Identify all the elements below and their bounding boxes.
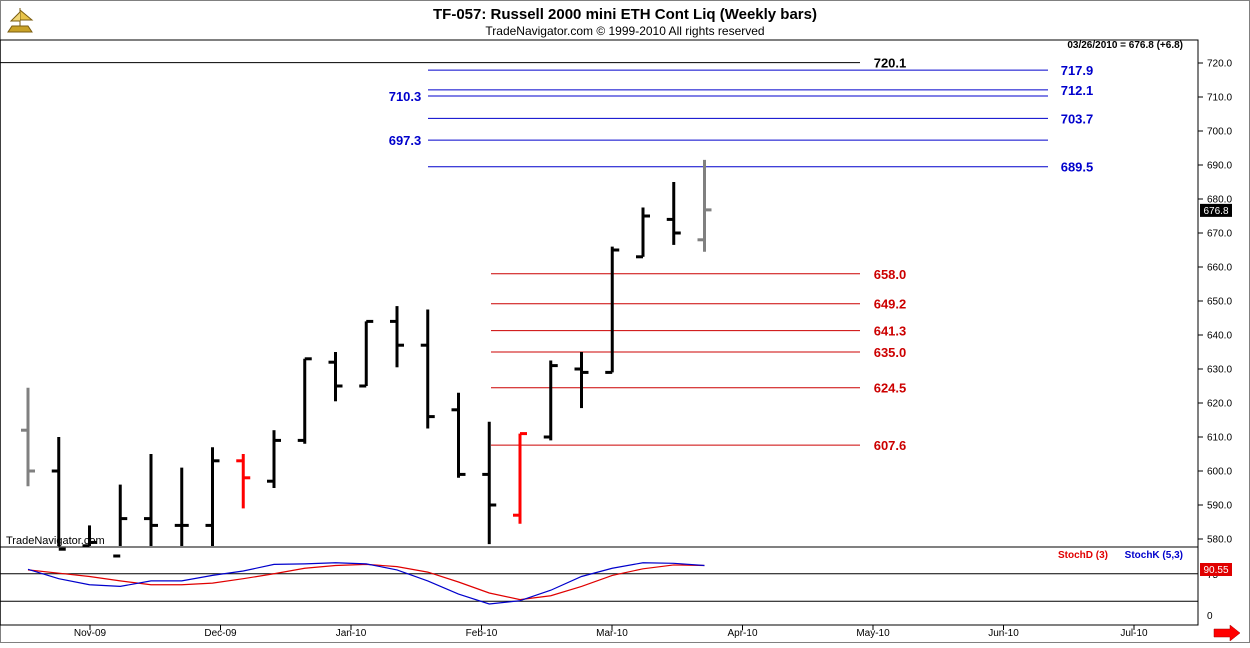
y-tick-label: 580.0 [1207, 535, 1232, 546]
x-tick-label: May-10 [856, 628, 890, 639]
last-price-label: 676.8 [1203, 206, 1228, 217]
ohlc-bar [174, 467, 189, 546]
ohlc-bar [205, 447, 220, 546]
bars-layer [21, 159, 712, 558]
y-tick-label: 700.0 [1207, 127, 1232, 138]
level-label: 710.3 [389, 89, 422, 104]
y-tick-label: 660.0 [1207, 263, 1232, 274]
x-tick-label: Jan-10 [336, 628, 367, 639]
ohlc-bar [144, 454, 158, 546]
last-price-tag [1200, 203, 1232, 217]
x-tick-label: Nov-09 [74, 628, 107, 639]
y-tick-label: 690.0 [1207, 161, 1232, 172]
level-label: 703.7 [1061, 111, 1094, 126]
y-tick-label: 640.0 [1207, 331, 1232, 342]
stoch-series-line [27, 562, 705, 605]
stoch-legend-label: StochK (5,3) [1125, 550, 1183, 561]
y-tick-label: 670.0 [1207, 229, 1232, 240]
y-tick-label: 680.0 [1207, 195, 1232, 206]
ohlc-bar [267, 430, 281, 488]
stoch-legend-label: StochD (3) [1058, 550, 1108, 561]
x-tick-label: Jun-10 [988, 628, 1019, 639]
y-tick-label: 600.0 [1207, 467, 1232, 478]
y-tick-label: 590.0 [1207, 501, 1232, 512]
level-label: 689.5 [1061, 160, 1094, 175]
y-tick-label: 610.0 [1207, 433, 1232, 444]
level-label: 624.5 [874, 381, 907, 396]
chart-title: TF-057: Russell 2000 mini ETH Cont Liq (… [433, 6, 817, 23]
ohlc-bar [420, 309, 435, 429]
x-tick-label: Dec-09 [204, 628, 237, 639]
ohlc-bar [113, 484, 128, 558]
ohlc-bar [666, 182, 681, 245]
level-label: 635.0 [874, 345, 907, 360]
level-label: 712.1 [1061, 83, 1094, 98]
stoch-y-tick-label: 0 [1207, 611, 1213, 622]
ohlc-bar [543, 360, 558, 441]
ohlc-bar [297, 357, 312, 444]
stochastic-layer: 075StochD (3)StochK (5,3)90.55 [0, 550, 1232, 622]
y-tick-label: 720.0 [1207, 59, 1232, 70]
level-label: 717.9 [1061, 63, 1094, 78]
ohlc-bar [482, 421, 497, 545]
trade-navigator-logo-icon [7, 8, 34, 33]
ohlc-bar [513, 432, 527, 524]
stoch-last-value: 90.55 [1203, 565, 1228, 576]
ohlc-bar [236, 454, 251, 509]
ohlc-bar [82, 525, 97, 548]
level-label: 649.2 [874, 297, 907, 312]
x-tick-label: Apr-10 [727, 628, 757, 639]
level-label: 720.1 [874, 56, 907, 71]
y-tick-label: 630.0 [1207, 365, 1232, 376]
x-tick-label: Mar-10 [596, 628, 628, 639]
level-label: 697.3 [389, 133, 422, 148]
date-x-axis: Nov-09 Dec-09 Jan-10 Feb-10 Mar-10 Apr-10 May-… [74, 625, 1148, 639]
ohlc-bar [605, 246, 620, 374]
x-tick-label: Feb-10 [466, 628, 498, 639]
ohlc-bar [51, 437, 66, 551]
level-label: 641.3 [874, 324, 907, 339]
level-label: 658.0 [874, 267, 907, 282]
ohlc-bar [697, 159, 712, 252]
y-tick-label: 710.0 [1207, 93, 1232, 104]
copyright-text: TradeNavigator.com © 1999-2010 All right… [485, 24, 764, 38]
price-y-axis: 580.0 590.0 600.0 610.0 620.0 630.0 640.0 650.0… [1198, 59, 1232, 546]
x-tick-label: Jul-10 [1120, 628, 1148, 639]
ohlc-bar [574, 352, 589, 409]
y-tick-label: 620.0 [1207, 399, 1232, 410]
ohlc-bar [328, 352, 343, 402]
ohlc-bar [451, 392, 466, 478]
ohlc-bar [21, 387, 35, 487]
ohlc-bar [390, 306, 404, 368]
levels-layer: 720.1 717.9 712.1 710.3 703.7 697.3 689.5 658.0… [0, 56, 1094, 453]
ohlc-bar [636, 207, 650, 259]
scroll-right-arrow-icon[interactable] [1213, 624, 1241, 642]
ohlc-bar [359, 319, 374, 388]
level-label: 607.6 [874, 438, 907, 453]
watermark: TradeNavigator.com [6, 535, 105, 547]
y-tick-label: 650.0 [1207, 297, 1232, 308]
stoch-last-tag [1200, 563, 1232, 576]
last-quote: 03/26/2010 = 676.8 (+6.8) [1067, 40, 1183, 51]
